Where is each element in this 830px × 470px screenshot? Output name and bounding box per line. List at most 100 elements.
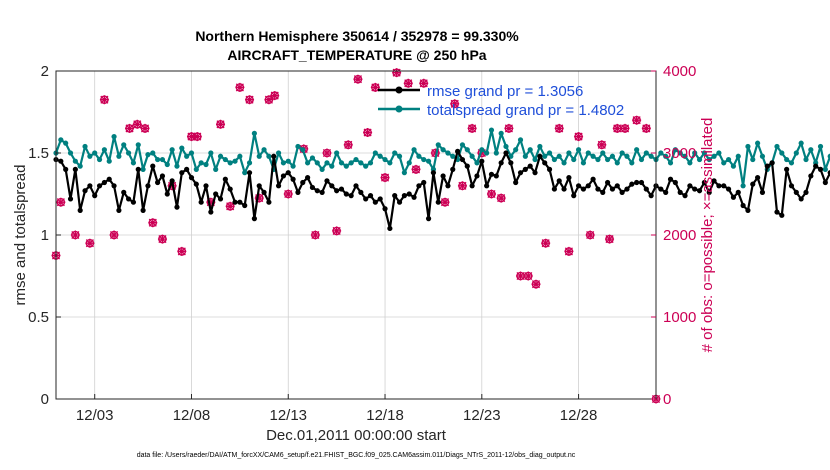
obs-assimilated-marker xyxy=(245,95,255,105)
totalspread-point xyxy=(609,153,616,159)
legend-spread-label: totalspread grand pr = 1.4802 xyxy=(427,102,624,119)
totalspread-point xyxy=(803,156,809,163)
totalspread-point xyxy=(266,153,272,159)
totalspread-point xyxy=(58,137,64,143)
totalspread-point xyxy=(590,153,596,159)
totalspread-point xyxy=(740,183,746,189)
totalspread-point xyxy=(784,156,790,163)
x-tick-label: 12/13 xyxy=(269,407,307,424)
rmse-point xyxy=(169,178,175,184)
rmse-point xyxy=(63,166,69,172)
obs-assimilated-marker xyxy=(392,68,402,78)
rmse-point xyxy=(624,186,630,192)
totalspread-point xyxy=(779,150,785,156)
obs-point xyxy=(531,279,541,289)
obs-assimilated-marker xyxy=(140,123,150,133)
totalspread-point xyxy=(692,150,698,156)
rmse-point xyxy=(513,179,519,186)
obs-assimilated-marker xyxy=(353,74,363,84)
rmse-point xyxy=(198,199,204,205)
rmse-point xyxy=(392,193,398,199)
obs-point xyxy=(620,123,630,133)
totalspread-point xyxy=(711,153,717,159)
rmse-point xyxy=(764,163,770,169)
rmse-point xyxy=(116,207,122,213)
rmse-point xyxy=(140,207,146,213)
totalspread-point xyxy=(72,158,78,164)
rmse-point xyxy=(556,178,562,184)
totalspread-point xyxy=(672,147,678,153)
rmse-point xyxy=(658,186,664,192)
totalspread-point xyxy=(822,166,828,172)
totalspread-point xyxy=(585,150,591,156)
rmse-point xyxy=(309,184,316,191)
obs-point xyxy=(332,226,342,236)
totalspread-point xyxy=(256,153,262,159)
rmse-point xyxy=(827,170,830,176)
totalspread-point xyxy=(827,153,830,159)
totalspread-point xyxy=(663,153,669,159)
rmse-point xyxy=(213,191,219,197)
totalspread-point xyxy=(527,147,533,153)
totalspread-point xyxy=(745,143,751,150)
rmse-point xyxy=(184,166,190,172)
rmse-point xyxy=(343,191,349,197)
totalspread-point xyxy=(222,156,228,163)
totalspread-point xyxy=(508,153,514,159)
totalspread-point xyxy=(580,160,587,166)
rmse-point xyxy=(261,189,267,195)
obs-assimilated-marker xyxy=(467,123,477,133)
obs-assimilated-marker xyxy=(531,279,541,289)
rmse-point xyxy=(575,183,582,189)
rmse-point xyxy=(164,191,170,197)
rmse-point xyxy=(130,199,137,205)
obs-assimilated-marker xyxy=(109,230,119,240)
rmse-point xyxy=(769,160,775,166)
totalspread-point xyxy=(295,143,301,150)
obs-assimilated-marker xyxy=(612,123,622,133)
rmse-point xyxy=(363,196,369,202)
totalspread-point xyxy=(174,163,180,169)
obs-point xyxy=(370,82,380,92)
rmse-point xyxy=(338,186,345,192)
rmse-point xyxy=(479,158,485,164)
totalspread-point xyxy=(387,160,393,166)
totalspread-point xyxy=(716,150,722,156)
obs-point xyxy=(343,140,353,150)
totalspread-point xyxy=(319,166,325,172)
rmse-point xyxy=(430,170,437,176)
totalspread-point xyxy=(363,163,369,169)
obs-assimilated-marker xyxy=(554,123,564,133)
obs-point xyxy=(380,173,390,183)
obs-assimilated-marker xyxy=(132,119,142,129)
totalspread-point xyxy=(440,147,446,153)
rmse-point xyxy=(290,176,296,182)
totalspread-point xyxy=(730,163,737,169)
totalspread-point xyxy=(725,156,732,163)
rmse-point xyxy=(459,156,466,163)
totalspread-point xyxy=(130,160,137,166)
rmse-point xyxy=(174,204,180,210)
obs-assimilated-marker xyxy=(620,123,630,133)
rmse-point xyxy=(305,175,311,181)
totalspread-point xyxy=(605,156,611,163)
totalspread-point xyxy=(188,150,195,156)
totalspread-point xyxy=(425,158,432,164)
totalspread-point xyxy=(634,147,640,153)
obs-assimilated-marker xyxy=(148,218,158,228)
rmse-point xyxy=(638,179,645,186)
totalspread-point xyxy=(513,147,519,153)
obs-assimilated-marker xyxy=(283,189,293,199)
obs-assimilated-marker xyxy=(254,193,264,203)
rmse-point xyxy=(774,209,780,215)
obs-point xyxy=(264,95,274,105)
rmse-point xyxy=(561,186,567,192)
rmse-point xyxy=(121,189,127,195)
obs-point xyxy=(363,128,373,137)
obs-point xyxy=(132,119,142,129)
obs-assimilated-marker xyxy=(192,132,202,142)
rmse-point xyxy=(634,179,640,186)
rmse-point xyxy=(750,181,756,187)
rmse-point xyxy=(755,175,761,181)
